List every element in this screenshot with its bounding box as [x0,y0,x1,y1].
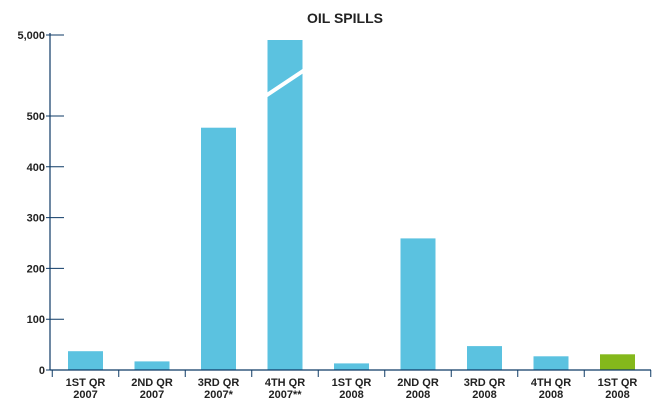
y-tick-label: 100 [27,314,45,326]
y-tick-label: 400 [27,162,45,174]
x-tick-label: 2ND QR 2007 [131,377,173,401]
y-tick-label: 300 [27,213,45,225]
bar-9 [600,354,635,370]
axes-group [49,33,651,371]
y-tick-label: 5,000 [17,30,45,42]
bar-7 [467,346,502,370]
y-tick-label: 200 [27,263,45,275]
x-tick-label: 4TH QR 2007** [265,377,305,401]
y-tick-label: 0 [39,365,45,377]
x-axis-ticks: 1ST QR 2007 2ND QR 2007 3RD QR 2007* 4TH QR 200… [51,370,652,401]
x-tick-label: 1ST QR 2008 [598,377,638,401]
bar-1 [68,351,103,370]
x-tick-label: 3RD QR 2007* [198,377,240,401]
bar-6 [400,238,436,370]
x-tick-label: 4TH QR 2008 [531,377,571,401]
bar-5 [334,363,369,370]
x-tick-label: 2ND QR 2008 [397,377,439,401]
x-tick-label: 3RD QR 2008 [464,377,506,401]
x-tick-label: 1ST QR 2008 [332,377,372,401]
x-tick-label: 1ST QR 2007 [66,377,106,401]
y-tick-label: 500 [27,111,45,123]
bar-8 [533,356,569,370]
chart-title: OIL SPILLS [307,10,383,26]
bar-2 [134,361,170,370]
y-axis-ticks: 0 100 200 300 400 500 5,000 [17,30,64,377]
bars-group [68,40,635,370]
bar-break-mark [264,68,306,98]
bar-4 [267,40,303,370]
bar-3 [201,127,236,370]
